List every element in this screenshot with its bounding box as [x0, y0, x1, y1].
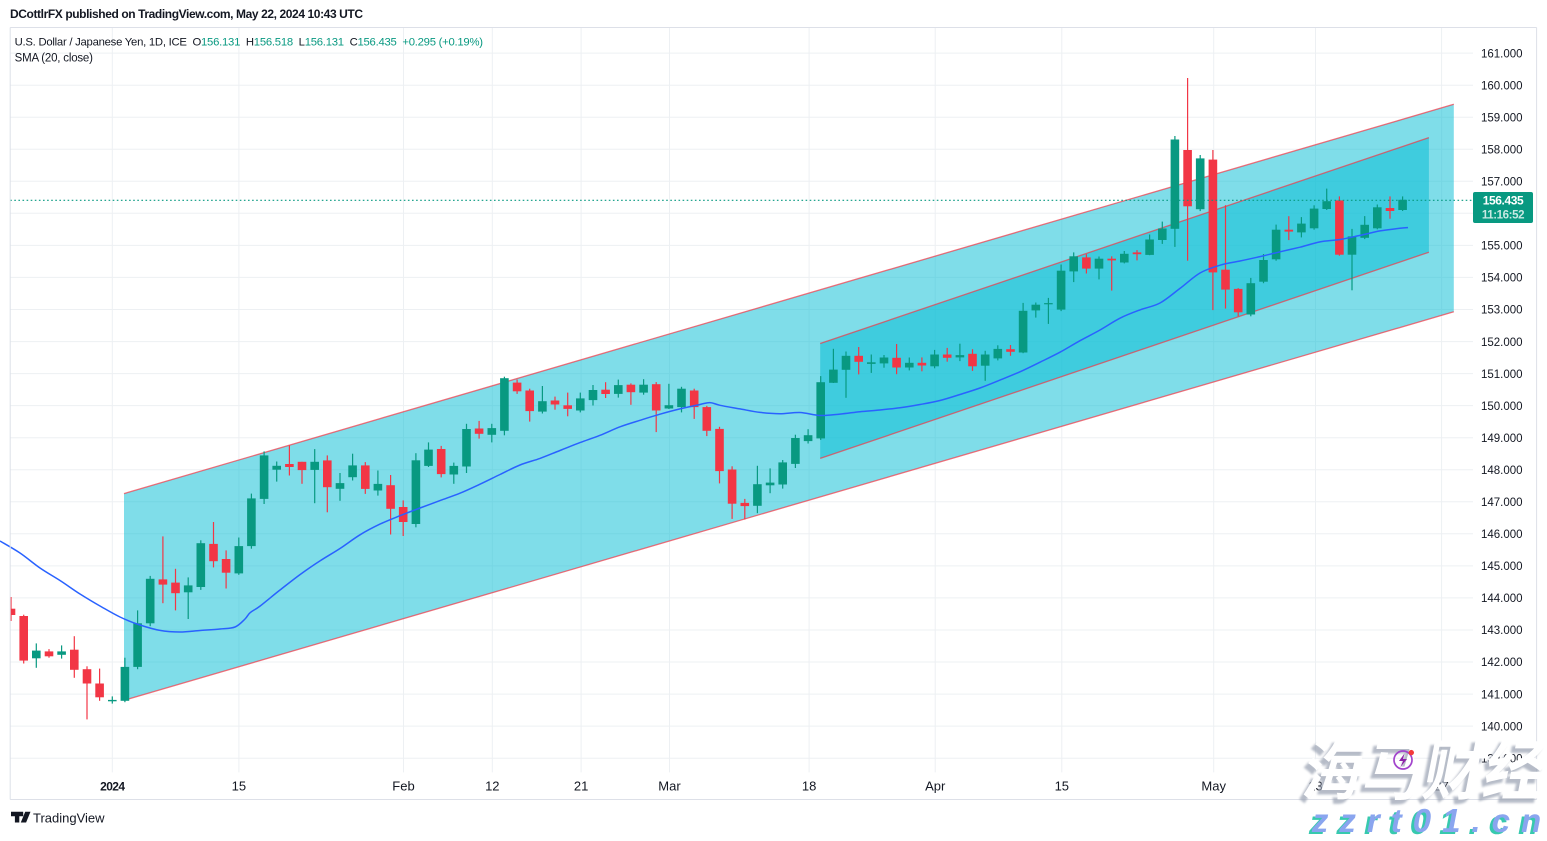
svg-text:2024: 2024	[100, 780, 125, 794]
svg-text:DCottlrFX published on Trading: DCottlrFX published on TradingView.com, …	[10, 7, 363, 21]
svg-text:15: 15	[232, 779, 246, 794]
svg-text:145.000: 145.000	[1481, 561, 1523, 573]
svg-text:Apr: Apr	[925, 779, 946, 794]
svg-text:147.000: 147.000	[1481, 497, 1523, 509]
svg-text:158.000: 158.000	[1481, 144, 1523, 156]
svg-text:151.000: 151.000	[1481, 369, 1523, 381]
svg-text:157.000: 157.000	[1481, 177, 1523, 189]
svg-text:142.000: 142.000	[1481, 657, 1523, 669]
svg-text:161.000: 161.000	[1481, 48, 1523, 60]
svg-text:TradingView: TradingView	[33, 811, 105, 826]
svg-text:144.000: 144.000	[1481, 593, 1523, 605]
svg-text:146.000: 146.000	[1481, 529, 1523, 541]
svg-text:140.000: 140.000	[1481, 721, 1523, 733]
svg-text:160.000: 160.000	[1481, 80, 1523, 92]
svg-text:154.000: 154.000	[1481, 273, 1523, 285]
svg-text:150.000: 150.000	[1481, 401, 1523, 413]
svg-text:zzrt01.cn: zzrt01.cn	[1308, 804, 1547, 836]
svg-text:152.000: 152.000	[1481, 337, 1523, 349]
svg-text:18: 18	[802, 779, 816, 794]
svg-text:zzrt01.cn: zzrt01.cn	[1311, 802, 1547, 836]
svg-text:149.000: 149.000	[1481, 433, 1523, 445]
svg-text:15: 15	[1055, 779, 1069, 794]
svg-text:11:16:52: 11:16:52	[1482, 210, 1524, 222]
svg-text:21: 21	[574, 779, 588, 794]
svg-text:SMA (20, close): SMA (20, close)	[15, 53, 94, 65]
svg-text:153.000: 153.000	[1481, 305, 1523, 317]
svg-text:156.435: 156.435	[1483, 194, 1524, 208]
svg-text:143.000: 143.000	[1481, 625, 1523, 637]
svg-text:141.000: 141.000	[1481, 689, 1523, 701]
svg-text:U.S. Dollar / Japanese Yen, 1D: U.S. Dollar / Japanese Yen, 1D, ICE O156…	[15, 37, 484, 49]
svg-text:May: May	[1201, 779, 1226, 794]
svg-text:Feb: Feb	[392, 779, 414, 794]
svg-text:12: 12	[485, 779, 499, 794]
svg-text:159.000: 159.000	[1481, 112, 1523, 124]
svg-text:148.000: 148.000	[1481, 465, 1523, 477]
svg-text:155.000: 155.000	[1481, 241, 1523, 253]
svg-text:Mar: Mar	[658, 779, 681, 794]
